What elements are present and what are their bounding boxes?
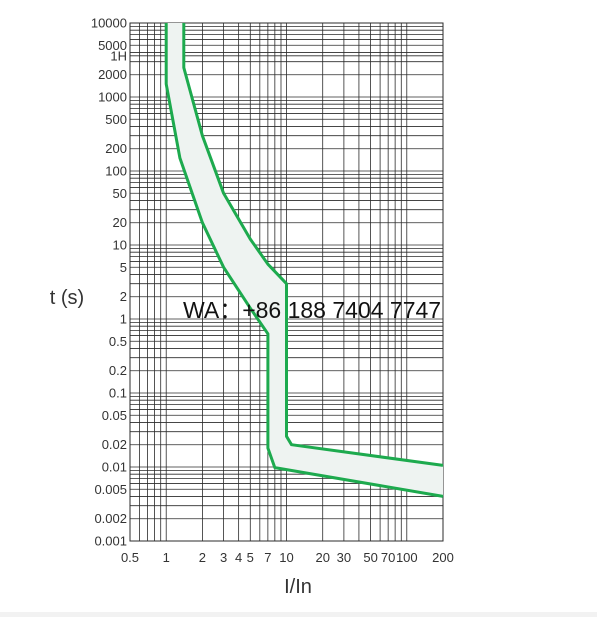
y-tick-label: 500 [105,112,127,127]
x-tick-label: 50 [363,550,377,565]
y-tick-label: 1 [120,312,127,327]
y-axis-title: t (s) [50,287,84,309]
y-tick-label: 50 [113,186,127,201]
y-tick-label: 5000 [98,38,127,53]
y-tick-label: 200 [105,141,127,156]
y-tick-label: 1000 [98,90,127,105]
x-tick-labels: 0.5 1 2 3 4 5 7 10 20 30 50 70 100 200 [121,550,454,565]
y-tick-label: 0.002 [94,511,127,526]
page-bottom-strip [0,612,597,617]
x-tick-label: 4 [235,550,242,565]
x-tick-label: 70 [381,550,395,565]
y-tick-label: 0.1 [109,386,127,401]
x-tick-label: 0.5 [121,550,139,565]
y-tick-label: 10000 [91,16,127,31]
y-tick-label: 2000 [98,67,127,82]
plot-frame [129,22,444,542]
y-tick-label: 0.005 [94,482,127,497]
x-tick-label: 5 [247,550,254,565]
y-tick-label: 0.001 [94,534,127,549]
x-tick-label: 3 [220,550,227,565]
y-tick-label: 1H [110,48,127,63]
x-tick-label: 200 [432,550,454,565]
x-axis-title: I/In [284,576,312,598]
y-tick-label: 0.5 [109,334,127,349]
y-tick-label: 0.05 [102,408,127,423]
watermark-text: WA：+86 188 7404 7747 [183,297,441,323]
x-tick-label: 20 [315,550,329,565]
y-tick-label: 2 [120,289,127,304]
max-trip-curve [182,23,444,467]
x-tick-label: 1 [163,550,170,565]
x-tick-label: 10 [279,550,293,565]
min-trip-curve [164,23,444,498]
y-tick-label: 0.02 [102,437,127,452]
tolerance-band [164,23,444,498]
y-tick-label: 20 [113,215,127,230]
x-tick-label: 2 [199,550,206,565]
y-tick-label: 0.2 [109,363,127,378]
y-tick-label: 100 [105,164,127,179]
y-tick-label: 0.01 [102,460,127,475]
x-tick-label: 100 [396,550,418,565]
x-tick-label: 30 [337,550,351,565]
y-tick-label: 5 [120,260,127,275]
x-tick-label: 7 [264,550,271,565]
y-tick-label: 10 [113,238,127,253]
